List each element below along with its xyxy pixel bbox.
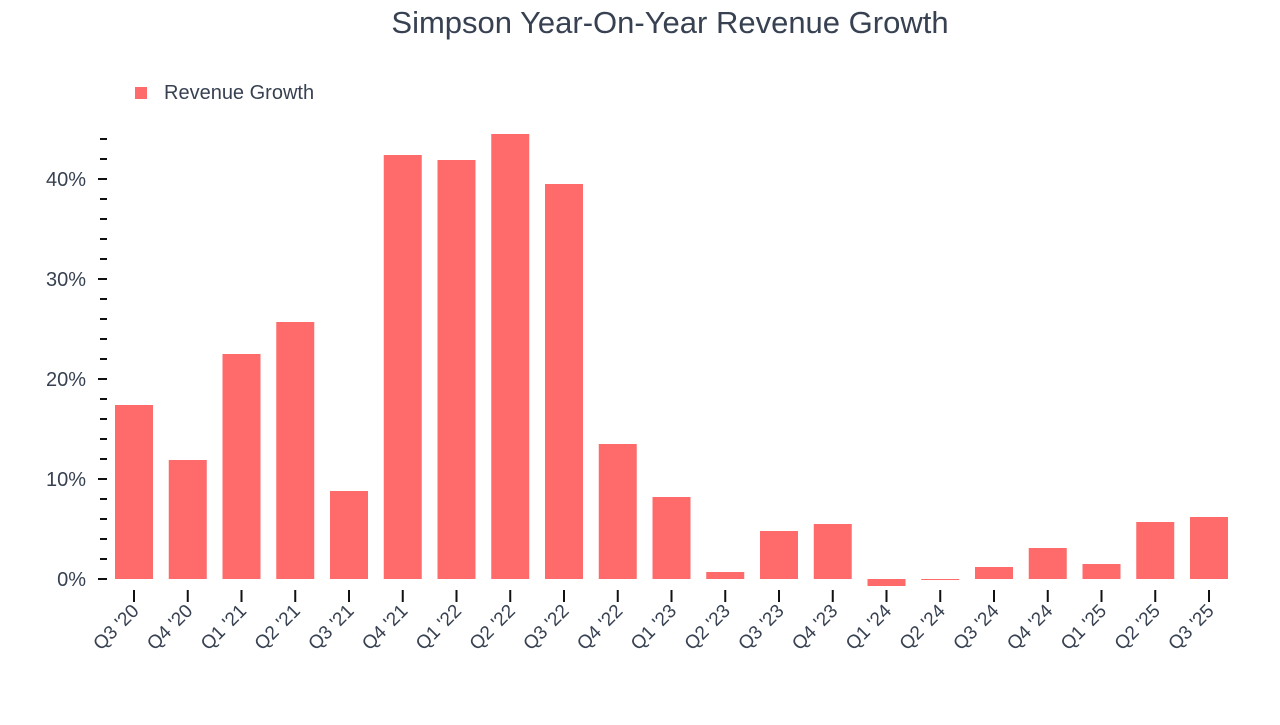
bar bbox=[1028, 548, 1067, 579]
x-tick-label: Q4 '22 bbox=[573, 601, 627, 655]
bar bbox=[276, 322, 315, 579]
bar bbox=[813, 524, 852, 579]
x-tick-label: Q3 '24 bbox=[950, 600, 1004, 654]
x-tick-label: Q2 '24 bbox=[896, 600, 950, 654]
bar bbox=[1136, 522, 1175, 579]
bar bbox=[1190, 517, 1228, 579]
bar bbox=[598, 444, 637, 579]
chart-title: Simpson Year-On-Year Revenue Growth bbox=[391, 5, 948, 40]
bar bbox=[921, 579, 960, 580]
x-tick-label: Q1 '25 bbox=[1057, 601, 1111, 655]
bar bbox=[168, 460, 207, 579]
bar bbox=[437, 160, 476, 579]
y-tick-label: 40% bbox=[46, 169, 86, 191]
legend-swatch bbox=[135, 87, 147, 99]
x-tick-label: Q2 '21 bbox=[251, 601, 305, 655]
bar bbox=[545, 184, 583, 579]
bars bbox=[115, 134, 1228, 586]
bar bbox=[222, 354, 261, 579]
y-tick-label: 10% bbox=[46, 469, 86, 491]
x-tick-label: Q4 '23 bbox=[788, 601, 842, 655]
bar bbox=[115, 405, 153, 579]
y-tick-label: 30% bbox=[46, 269, 86, 291]
x-tick-label: Q1 '23 bbox=[627, 601, 681, 655]
bar bbox=[706, 572, 745, 579]
y-tick-label: 20% bbox=[46, 369, 86, 391]
bar bbox=[1082, 564, 1121, 579]
bar bbox=[867, 579, 906, 586]
legend: Revenue Growth bbox=[135, 82, 314, 104]
x-tick-label: Q1 '24 bbox=[842, 600, 896, 654]
x-tick-label: Q2 '23 bbox=[681, 601, 735, 655]
x-tick-label: Q3 '25 bbox=[1165, 601, 1219, 655]
x-tick-label: Q3 '20 bbox=[90, 601, 144, 655]
y-axis: 0% 10% 20% 30% 40% bbox=[46, 138, 107, 591]
x-tick-label: Q4 '21 bbox=[358, 601, 412, 655]
x-tick-label: Q4 '20 bbox=[143, 601, 197, 655]
bar bbox=[652, 497, 691, 579]
x-tick-label: Q3 '21 bbox=[305, 601, 359, 655]
bar bbox=[383, 155, 422, 579]
bar bbox=[491, 134, 530, 579]
bar bbox=[975, 567, 1013, 579]
x-tick-label: Q3 '22 bbox=[520, 601, 574, 655]
x-tick-label: Q2 '25 bbox=[1111, 601, 1165, 655]
x-tick-label: Q4 '24 bbox=[1003, 600, 1057, 654]
x-axis: Q3 '20 Q4 '20 Q1 '21 Q2 '21 Q3 '21 Q4 '21 Q1 '… bbox=[90, 590, 1219, 655]
x-tick-label: Q2 '22 bbox=[466, 601, 520, 655]
x-tick-label: Q3 '23 bbox=[735, 601, 789, 655]
y-tick-label: 0% bbox=[57, 569, 86, 591]
x-tick-label: Q1 '21 bbox=[197, 601, 251, 655]
x-tick-label: Q1 '22 bbox=[412, 601, 466, 655]
bar bbox=[330, 491, 368, 579]
legend-label: Revenue Growth bbox=[164, 82, 314, 104]
bar bbox=[760, 531, 798, 579]
